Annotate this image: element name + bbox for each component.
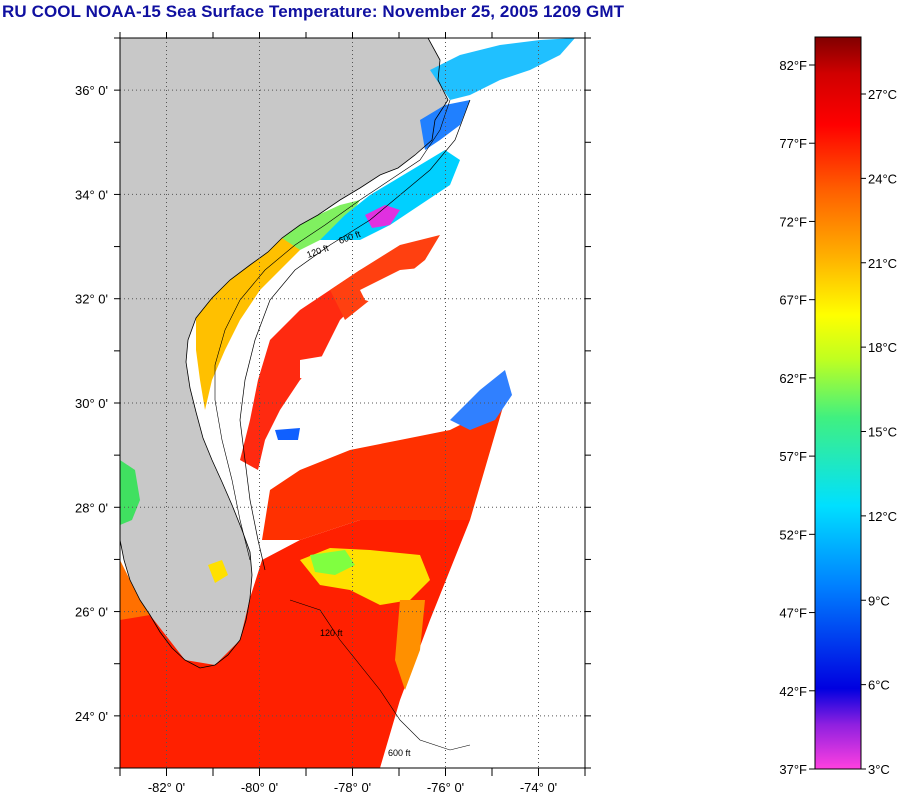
lon-label: -78° 0' xyxy=(334,780,371,795)
lat-label: 24° 0' xyxy=(75,709,108,724)
lon-label: -74° 0' xyxy=(520,780,557,795)
sst-bahamas-green xyxy=(310,550,355,575)
fahrenheit-label: 77°F xyxy=(779,136,807,151)
sst-lake-yellow xyxy=(208,560,228,583)
lon-label: -82° 0' xyxy=(148,780,185,795)
sst-keys-green xyxy=(120,460,140,525)
sst-cape-hatteras-cyan xyxy=(320,150,460,240)
celsius-label: 27°C xyxy=(868,87,897,102)
celsius-label: 21°C xyxy=(868,256,897,271)
sst-east-blue xyxy=(450,370,512,430)
fahrenheit-label: 72°F xyxy=(779,214,807,229)
fahrenheit-label: 57°F xyxy=(779,449,807,464)
sst-cape-magenta xyxy=(365,205,400,228)
coastline xyxy=(120,38,449,669)
lon-label: -80° 0' xyxy=(241,780,278,795)
sst-bahamas-orange xyxy=(395,600,425,690)
land-mass xyxy=(120,38,448,668)
fahrenheit-label: 52°F xyxy=(779,527,807,542)
lon-label: -76° 0' xyxy=(427,780,464,795)
map-ticks xyxy=(114,32,591,776)
lat-label: 26° 0' xyxy=(75,605,108,620)
contour-label-600ft-south: 600 ft xyxy=(388,748,411,758)
lat-label: 28° 0' xyxy=(75,500,108,515)
fahrenheit-label: 82°F xyxy=(779,58,807,73)
celsius-label: 24°C xyxy=(868,171,897,186)
fahrenheit-label: 62°F xyxy=(779,371,807,386)
lat-label: 30° 0' xyxy=(75,396,108,411)
colorbar-scale xyxy=(814,36,862,770)
sst-mid-warm xyxy=(262,400,505,540)
lat-label: 36° 0' xyxy=(75,83,108,98)
sst-blue-spot xyxy=(275,428,300,440)
celsius-label: 15°C xyxy=(868,425,897,440)
contour-label-120ft-south: 120 ft xyxy=(320,628,343,638)
fahrenheit-labels: 82°F 77°F 72°F 67°F 62°F 57°F 52°F 47°F 42°F 37°F xyxy=(779,58,815,777)
map-panel: 600 ft 120 ft 120 ft 600 ft 36° 0'34° 0'… xyxy=(75,32,591,795)
celsius-label: 9°C xyxy=(868,593,890,608)
sst-northeast-cyan xyxy=(430,38,575,100)
sst-cloud-gap-2 xyxy=(300,355,350,382)
fahrenheit-label: 67°F xyxy=(779,293,807,308)
lat-label: 34° 0' xyxy=(75,187,108,202)
celsius-label: 6°C xyxy=(868,678,890,693)
bahamas-bank-contour xyxy=(289,599,471,751)
isobath-120ft xyxy=(214,99,451,561)
fahrenheit-label: 37°F xyxy=(779,762,807,777)
map-title: RU COOL NOAA-15 Sea Surface Temperature:… xyxy=(2,2,625,21)
longitude-labels: -82° 0' -80° 0' -78° 0' -76° 0' -74° 0' xyxy=(148,780,557,795)
lat-label: 32° 0' xyxy=(75,292,108,307)
map-gridlines xyxy=(120,38,585,768)
celsius-labels: 27°C 24°C 21°C 18°C 15°C 12°C 9°C 6°C 3°C xyxy=(861,87,897,777)
isobath-600ft xyxy=(239,99,471,571)
latitude-labels: 36° 0' 34° 0' 32° 0' 30° 0' 28° 0' 26° 0' 24° … xyxy=(75,83,108,724)
celsius-label: 3°C xyxy=(868,762,890,777)
fahrenheit-label: 47°F xyxy=(779,606,807,621)
colorbar: 82°F 77°F 72°F 67°F 62°F 57°F 52°F 47°F 42°F 37°F… xyxy=(779,36,897,777)
celsius-label: 12°C xyxy=(868,509,897,524)
sst-shelf-green xyxy=(282,200,360,250)
celsius-label: 18°C xyxy=(868,340,897,355)
sst-cloud-gap-1 xyxy=(360,268,420,305)
fahrenheit-label: 42°F xyxy=(779,684,807,699)
